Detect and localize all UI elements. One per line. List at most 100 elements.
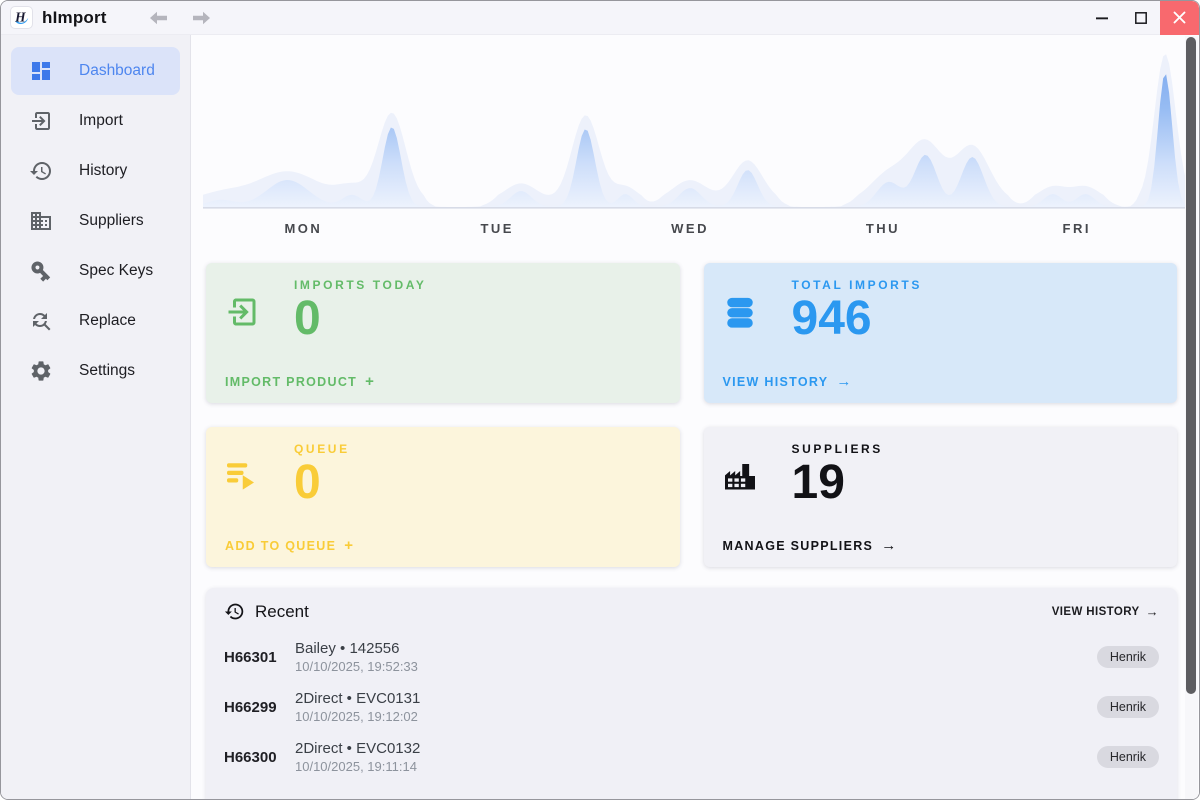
- suppliers-icon: [31, 212, 51, 230]
- sidebar-item-dashboard[interactable]: Dashboard: [11, 47, 180, 95]
- title-bar: H hImport: [1, 1, 1199, 35]
- recent-panel: Recent VIEW HISTORY → H66301 Bailey • 14…: [206, 588, 1177, 799]
- sidebar-item-label: Dashboard: [79, 62, 155, 79]
- window-controls: [1082, 1, 1199, 35]
- plus-icon: +: [344, 537, 355, 554]
- app-logo: H: [10, 6, 33, 29]
- forward-arrow-icon[interactable]: [192, 11, 211, 25]
- card-label: IMPORTS TODAY: [294, 278, 427, 292]
- plus-icon: +: [365, 373, 376, 390]
- user-badge: Henrik: [1096, 646, 1159, 668]
- add-to-queue-link[interactable]: ADD TO QUEUE +: [225, 537, 354, 554]
- vertical-scrollbar: [1185, 36, 1198, 799]
- import-timestamp: 10/10/2025, 19:12:02: [295, 709, 418, 724]
- chart-day-label: THU: [865, 221, 901, 236]
- sidebar: Dashboard Import History Suppliers Spec …: [1, 35, 191, 799]
- card-value: 19: [791, 456, 845, 509]
- user-badge: Henrik: [1096, 746, 1159, 768]
- back-arrow-icon[interactable]: [149, 11, 168, 25]
- card-value: 0: [294, 456, 321, 509]
- queue-card: QUEUE 0 ADD TO QUEUE +: [206, 427, 680, 567]
- factory-icon: [724, 464, 755, 490]
- dashboard-icon: [32, 62, 50, 80]
- arrow-right-icon: →: [881, 537, 898, 554]
- maximize-icon: [1134, 11, 1147, 24]
- view-history-link[interactable]: VIEW HISTORY →: [1052, 604, 1159, 619]
- card-value: 946: [791, 292, 872, 345]
- main-content: MON TUE WED THU FRI IMPORTS TODAY 0 IMPORT P…: [191, 35, 1199, 799]
- sidebar-item-history[interactable]: History: [11, 147, 180, 195]
- sidebar-item-label: History: [79, 162, 128, 179]
- import-id: H66299: [224, 698, 277, 716]
- card-label: QUEUE: [294, 442, 350, 456]
- chart-x-axis-labels: MON TUE WED THU FRI: [203, 221, 1187, 239]
- queue-icon: [227, 463, 254, 490]
- recent-row[interactable]: H66300 2Direct • EVC0132 10/10/2025, 19:…: [224, 732, 1159, 782]
- sidebar-item-replace[interactable]: Replace: [11, 297, 180, 345]
- chart-day-label: TUE: [480, 221, 514, 236]
- sidebar-item-label: Suppliers: [79, 212, 144, 229]
- link-label: VIEW HISTORY: [1051, 605, 1140, 618]
- recent-row[interactable]: H66299 2Direct • EVC0131 10/10/2025, 19:…: [224, 682, 1159, 732]
- recent-header: Recent VIEW HISTORY →: [224, 601, 1159, 622]
- chart-day-label: MON: [284, 221, 323, 236]
- chart-day-label: FRI: [1062, 221, 1092, 236]
- sidebar-item-suppliers[interactable]: Suppliers: [11, 197, 180, 245]
- sidebar-item-label: Spec Keys: [79, 262, 154, 279]
- window-title: hImport: [42, 7, 107, 27]
- key-icon: [31, 261, 51, 282]
- import-description: 2Direct • EVC0131: [295, 690, 421, 707]
- user-badge: Henrik: [1096, 696, 1159, 718]
- h-logo-icon: H: [14, 9, 29, 24]
- scrollbar-thumb[interactable]: [1186, 37, 1196, 694]
- minimize-icon: [1095, 16, 1108, 19]
- link-label: MANAGE SUPPLIERS: [722, 538, 874, 553]
- card-label: TOTAL IMPORTS: [791, 278, 922, 292]
- import-icon: [228, 298, 256, 326]
- stat-cards: IMPORTS TODAY 0 IMPORT PRODUCT + TOTAL I…: [206, 263, 1177, 567]
- svg-text:H: H: [14, 9, 26, 24]
- activity-area-chart: [203, 54, 1187, 209]
- close-icon: [1173, 11, 1186, 24]
- import-timestamp: 10/10/2025, 19:11:14: [295, 759, 417, 774]
- maximize-button[interactable]: [1121, 1, 1160, 35]
- history-icon: [30, 162, 51, 180]
- view-history-link[interactable]: VIEW HISTORY →: [723, 373, 853, 390]
- import-icon: [32, 112, 50, 130]
- recent-row[interactable]: H66301 Bailey • 142556 10/10/2025, 19:52…: [224, 632, 1159, 682]
- recent-list: H66301 Bailey • 142556 10/10/2025, 19:52…: [224, 632, 1159, 782]
- weekly-activity-chart: MON TUE WED THU FRI: [203, 35, 1187, 263]
- total-imports-card: TOTAL IMPORTS 946 VIEW HISTORY →: [703, 263, 1177, 403]
- suppliers-card: SUPPLIERS 19 MANAGE SUPPLIERS →: [703, 427, 1177, 567]
- import-description: 2Direct • EVC0132: [295, 740, 421, 757]
- find-replace-icon: [33, 313, 51, 331]
- minimize-button[interactable]: [1082, 1, 1121, 35]
- sidebar-item-label: Import: [79, 112, 123, 129]
- sidebar-item-label: Settings: [79, 362, 136, 379]
- arrow-right-icon: →: [1145, 604, 1159, 619]
- sidebar-item-settings[interactable]: Settings: [11, 347, 180, 395]
- link-label: VIEW HISTORY: [722, 374, 829, 389]
- link-label: IMPORT PRODUCT: [225, 374, 358, 389]
- gear-icon: [31, 361, 51, 381]
- import-product-link[interactable]: IMPORT PRODUCT +: [225, 373, 375, 390]
- import-id: H66301: [224, 648, 277, 666]
- chart-day-label: WED: [671, 221, 709, 236]
- card-value: 0: [294, 292, 321, 345]
- manage-suppliers-link[interactable]: MANAGE SUPPLIERS →: [723, 537, 898, 554]
- imports-today-card: IMPORTS TODAY 0 IMPORT PRODUCT +: [206, 263, 680, 403]
- close-button[interactable]: [1160, 1, 1199, 35]
- recent-title: Recent: [255, 601, 309, 621]
- card-label: SUPPLIERS: [791, 442, 883, 456]
- import-description: Bailey • 142556: [295, 640, 400, 657]
- sidebar-item-spec-keys[interactable]: Spec Keys: [11, 247, 180, 295]
- import-timestamp: 10/10/2025, 19:52:33: [295, 659, 418, 674]
- link-label: ADD TO QUEUE: [225, 538, 337, 553]
- database-icon: [726, 297, 753, 328]
- sidebar-item-import[interactable]: Import: [11, 97, 180, 145]
- import-id: H66300: [224, 748, 277, 766]
- sidebar-item-label: Replace: [79, 312, 136, 329]
- history-icon: [224, 603, 244, 620]
- arrow-right-icon: →: [836, 373, 853, 390]
